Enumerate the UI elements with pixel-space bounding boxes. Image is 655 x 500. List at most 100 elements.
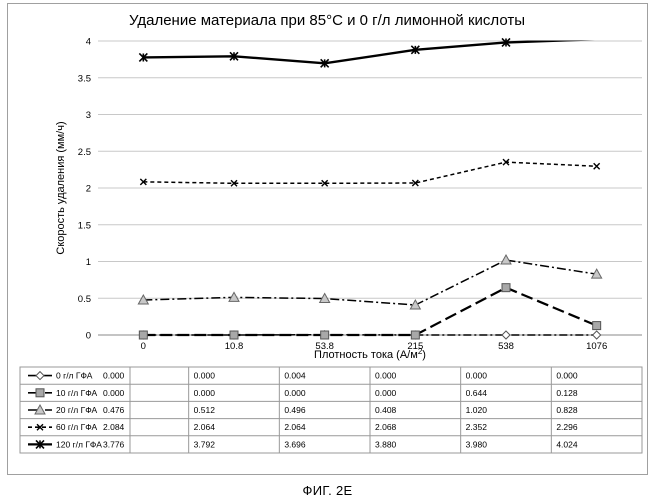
chart: Удаление материала при 85°С и 0 г/л лимо… [19,12,643,454]
series-2-point [138,330,148,340]
legend-key-marker [35,370,45,381]
data-table-cell: 3.880 [375,439,397,449]
data-table-cell: 3.980 [466,439,488,449]
legend-key-1 [28,370,52,381]
series-markers-4 [139,158,601,187]
data-table-cell: 0.000 [466,371,488,381]
data-table-cell: 2.064 [284,422,306,432]
series-markers-2 [138,283,602,340]
y-tick-label: 0.5 [78,294,91,305]
series-4-point [593,162,601,170]
legend-key-5 [28,439,52,449]
x-axis-title-main: Плотность тока (А/м [314,349,418,361]
chart-title: Удаление материала при 85°С и 0 г/л лимо… [129,12,525,29]
series-line-4 [143,161,597,185]
y-tick-label: 2 [86,184,91,195]
x-axis-title-end: ) [422,349,426,361]
legend-label: 60 г/л ГФА [56,422,97,432]
series-4-point [411,179,419,187]
data-table-cell: 3.776 [103,439,125,449]
data-table-cell: 0.496 [284,405,306,415]
figure-caption: ФИГ. 2Е [302,483,353,498]
series-2-point [229,330,239,340]
series-2-point [320,330,330,340]
data-table-border [19,366,643,454]
series-line-3 [143,259,597,306]
data-table-cell: 2.352 [466,422,488,432]
data-table-cell: 0.512 [194,405,216,415]
legend-key-3 [28,403,52,415]
legend-label: 20 г/л ГФА [56,405,97,415]
y-tick-label: 3 [86,110,91,121]
data-table-cell: 0.000 [284,388,306,398]
data-table-cell: 2.064 [194,422,216,432]
data-table-cell: 0.408 [375,405,397,415]
y-tick-label: 1.5 [78,220,91,231]
y-tick-label: 2.5 [78,147,91,158]
x-axis-title: Плотность тока (А/м2) [314,347,426,361]
data-table-cell: 0.644 [466,388,488,398]
legend-key-marker [36,423,44,431]
data-table-cell: 0.000 [194,371,216,381]
series-4-point [502,158,510,166]
data-table-cell: 0.000 [556,371,578,381]
series-1-point [591,330,602,340]
data-table-cell: 1.020 [466,405,488,415]
series-markers-5 [138,37,511,68]
x-tick-label: 0 [141,341,146,352]
series-1-point [501,330,511,340]
series-3-point [228,291,240,302]
x-tick-label: 53.8 [315,341,334,352]
series-3-point [590,268,603,279]
x-tick-label: 215 [407,341,423,352]
series-3-point [500,254,512,265]
data-table-cell: 2.084 [103,422,125,432]
data-table-cell: 0.000 [103,388,125,398]
series-3-point [409,298,422,310]
series-markers-3 [137,254,603,310]
x-tick-label: 1076 [586,341,607,352]
y-tick-label: 0 [86,331,91,342]
data-table-cell: 0.000 [103,371,125,381]
series-4-point [139,178,147,186]
data-table-cell: 3.696 [284,439,306,449]
y-tick-label: 1 [86,257,91,268]
legend-key-4 [28,423,52,431]
data-table-cell: 4.024 [556,439,578,449]
series-5-point [320,58,330,68]
series-5-point [410,45,420,55]
series-5-point [229,51,239,61]
legend-label: 120 г/л ГФА [56,439,102,449]
y-tick-label: 3.5 [78,73,91,84]
series-4-point [230,179,238,187]
legend-key-marker [35,439,45,449]
series-5-point [138,52,148,63]
data-table-cell: 2.296 [556,422,578,432]
series-3-point [137,293,150,305]
data-table-cell: 0.000 [194,388,216,398]
series-5-point [501,37,511,48]
series-3-point [318,292,331,304]
series-4-point [321,179,329,187]
x-tick-label: 538 [498,341,514,352]
data-table-cell: 0.128 [556,388,578,398]
data-table-cell: 0.476 [103,405,125,415]
x-axis-title-sup: 2 [418,347,423,356]
legend-label: 0 г/л ГФА [56,371,93,381]
data-table-cell: 0.004 [284,371,306,381]
data-table-cell: 0.828 [556,405,578,415]
x-tick-label: 10.8 [225,341,244,352]
legend-key-2 [28,388,52,398]
y-axis-title: Скорость удаления (мм/ч) [55,121,67,254]
legend-label: 10 г/л ГФА [56,388,97,398]
chart-frame [7,3,648,475]
y-tick-label: 4 [86,37,91,48]
data-table-cell: 3.792 [194,439,216,449]
data-table-cell: 0.000 [375,388,397,398]
data-table-cell: 0.000 [375,371,397,381]
series-2-point [410,330,420,340]
series-line-5 [143,40,595,65]
series-2-point [501,283,511,293]
series-line-2 [143,286,598,337]
data-table-cell: 2.068 [375,422,397,432]
